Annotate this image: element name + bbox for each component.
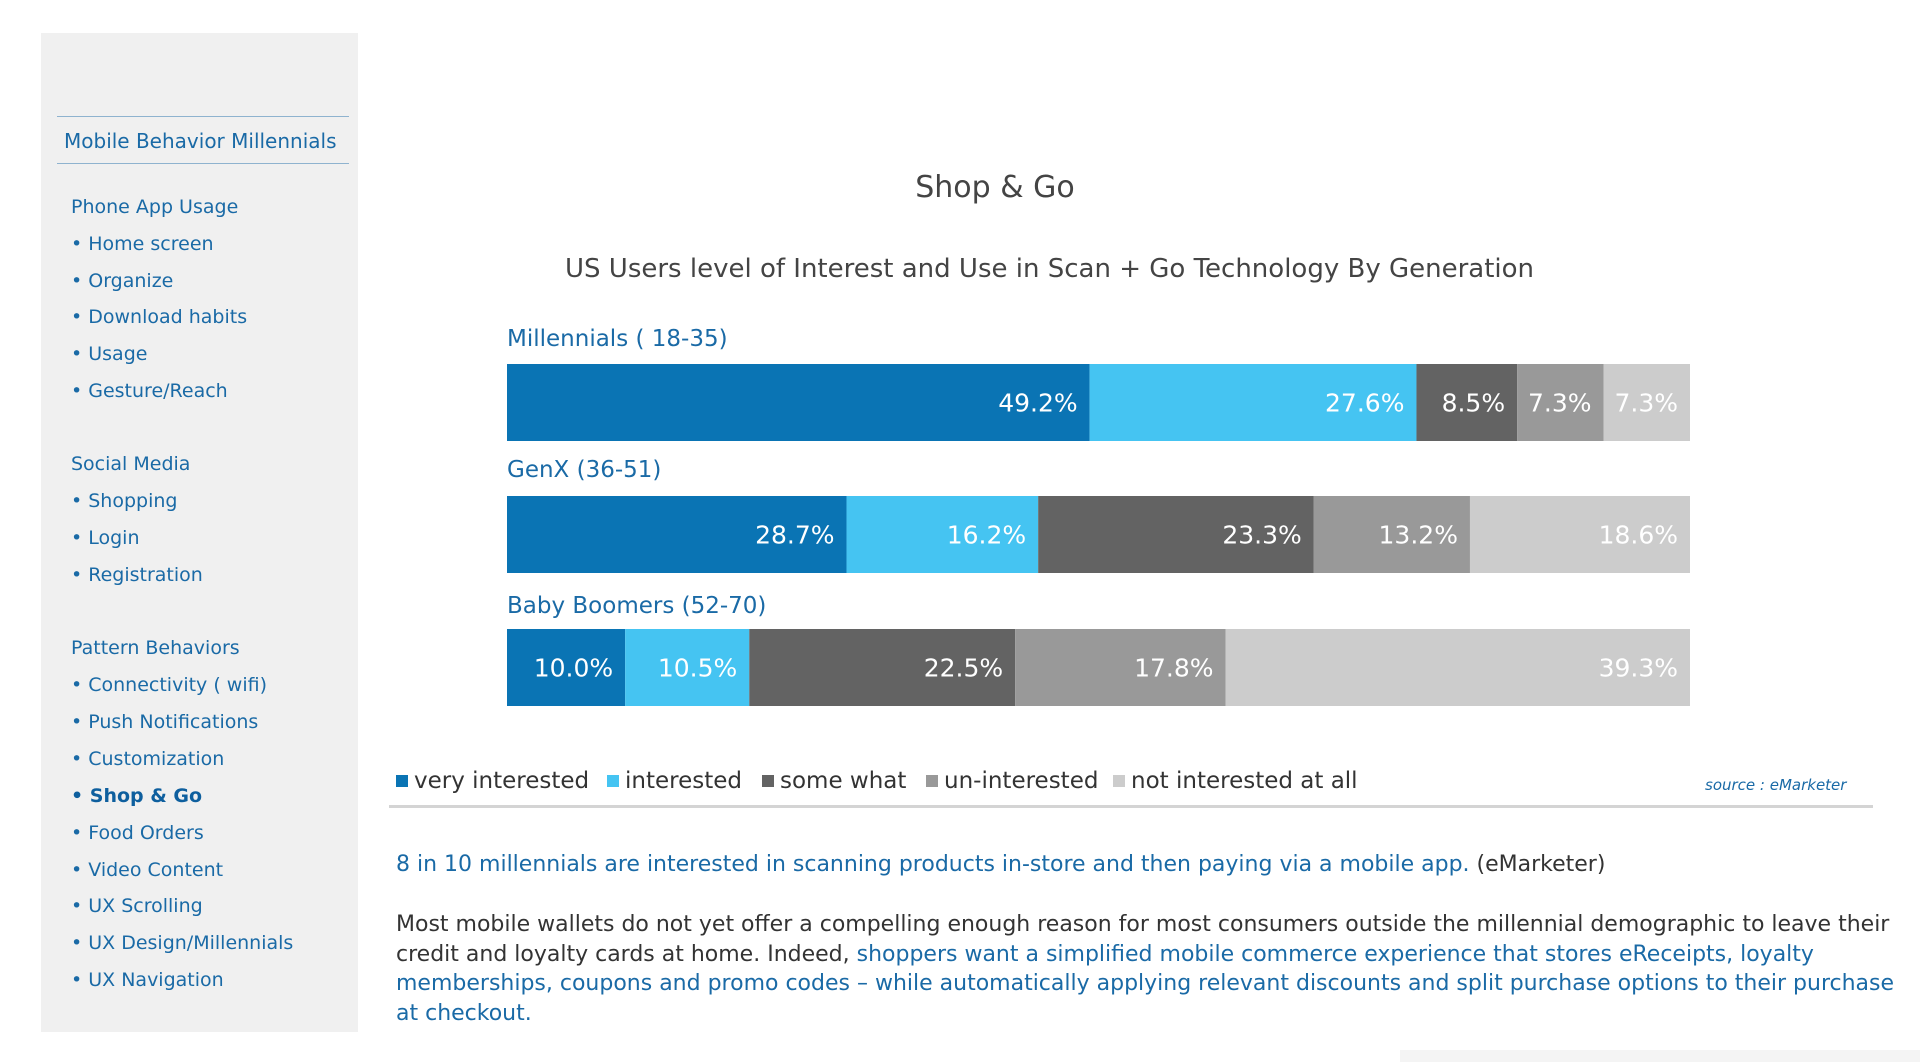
bar-segment-very-interested-2: [507, 629, 626, 706]
sidebar-title-box: Mobile Behavior Millennials: [57, 116, 349, 164]
legend-swatch: [396, 775, 408, 787]
sidebar: Mobile Behavior Millennials Phone App Us…: [41, 33, 358, 1032]
sidebar-item-customization[interactable]: • Customization: [71, 748, 225, 770]
bar-segment-not-interested-at-all-0: [1603, 364, 1690, 441]
legend-label: not interested at all: [1131, 768, 1358, 794]
sidebar-item-login[interactable]: • Login: [71, 527, 140, 549]
group-label-genx: GenX (36-51): [507, 457, 662, 483]
bottom-edge: [1400, 1050, 1920, 1062]
sidebar-item-food-orders[interactable]: • Food Orders: [71, 822, 204, 844]
bar-segment-interested-0: [1089, 364, 1417, 441]
data-label-very-interested-0: 49.2%: [998, 389, 1077, 418]
bar-segment-some-what-2: [749, 629, 1016, 706]
bar-segment-very-interested-0: [507, 364, 1090, 441]
legend-label: very interested: [414, 768, 590, 794]
data-label-interested-0: 27.6%: [1325, 389, 1404, 418]
sidebar-item-ux-design-millennials[interactable]: • UX Design/Millennials: [71, 932, 294, 954]
bar-segment-not-interested-at-all-2: [1225, 629, 1690, 706]
group-label-millennials: Millennials ( 18-35): [507, 326, 728, 352]
group-label-baby-boomers: Baby Boomers (52-70): [507, 593, 767, 619]
data-label-very-interested-2: 10.0%: [534, 654, 613, 683]
data-label-not-interested-at-all-1: 18.6%: [1599, 521, 1678, 550]
bar-segment-some-what-1: [1038, 496, 1314, 573]
legend-swatch: [762, 775, 774, 787]
data-label-some-what-2: 22.5%: [924, 654, 1003, 683]
detail-paragraph: Most mobile wallets do not yet offer a c…: [396, 910, 1916, 1028]
data-label-un-interested-2: 17.8%: [1134, 654, 1213, 683]
legend-label: interested: [625, 768, 742, 794]
data-label-interested-2: 10.5%: [658, 654, 737, 683]
data-label-some-what-1: 23.3%: [1222, 521, 1301, 550]
legend-item-some-what: some what: [762, 768, 906, 794]
legend-item-not-interested-at-all: not interested at all: [1113, 768, 1358, 794]
bar-segment-some-what-0: [1416, 364, 1518, 441]
legend-swatch: [926, 775, 938, 787]
sidebar-section-phone-app-usage[interactable]: Phone App Usage: [71, 196, 239, 218]
data-label-un-interested-1: 13.2%: [1379, 521, 1458, 550]
chart-source: source : eMarketer: [1705, 776, 1847, 794]
bar-segment-un-interested-0: [1517, 364, 1604, 441]
sidebar-item-download-habits[interactable]: • Download habits: [71, 306, 248, 328]
data-label-some-what-0: 8.5%: [1442, 389, 1506, 418]
data-label-very-interested-1: 28.7%: [755, 521, 834, 550]
chart-subtitle: US Users level of Interest and Use in Sc…: [565, 254, 1535, 284]
sidebar-item-shopping[interactable]: • Shopping: [71, 490, 178, 512]
bar-segment-interested-2: [625, 629, 750, 706]
sidebar-item-ux-navigation[interactable]: • UX Navigation: [71, 969, 224, 991]
data-label-interested-1: 16.2%: [947, 521, 1026, 550]
detail-highlight: shoppers want a simplified mobile commer…: [396, 941, 1895, 1026]
bar-segment-interested-1: [846, 496, 1039, 573]
sidebar-item-organize[interactable]: • Organize: [71, 270, 174, 292]
data-label-not-interested-at-all-0: 7.3%: [1614, 389, 1678, 418]
sidebar-item-push-notifications[interactable]: • Push Notifications: [71, 711, 259, 733]
summary-citation: (eMarketer): [1469, 852, 1606, 877]
legend-item-un-interested: un-interested: [926, 768, 1098, 794]
bar-segment-un-interested-1: [1313, 496, 1470, 573]
sidebar-item-registration[interactable]: • Registration: [71, 564, 203, 586]
chart-title: Shop & Go: [915, 170, 1075, 205]
legend-swatch: [607, 775, 619, 787]
sidebar-item-connectivity[interactable]: • Connectivity ( wifi): [71, 674, 267, 696]
legend-label: un-interested: [944, 768, 1099, 794]
data-label-un-interested-0: 7.3%: [1528, 389, 1592, 418]
sidebar-item-gesture-reach[interactable]: • Gesture/Reach: [71, 380, 228, 402]
data-label-not-interested-at-all-2: 39.3%: [1599, 654, 1678, 683]
summary-highlight: 8 in 10 millennials are interested in sc…: [396, 852, 1470, 877]
legend-item-very-interested: very interested: [396, 768, 589, 794]
sidebar-title[interactable]: Mobile Behavior Millennials: [64, 129, 337, 153]
sidebar-item-usage[interactable]: • Usage: [71, 343, 148, 365]
legend-item-interested: interested: [607, 768, 742, 794]
bar-segment-not-interested-at-all-1: [1469, 496, 1690, 573]
sidebar-section-pattern-behaviors[interactable]: Pattern Behaviors: [71, 637, 240, 659]
bar-segment-very-interested-1: [507, 496, 847, 573]
sidebar-item-home-screen[interactable]: • Home screen: [71, 233, 214, 255]
legend-label: some what: [780, 768, 907, 794]
bar-segment-un-interested-2: [1015, 629, 1226, 706]
sidebar-item-video-content[interactable]: • Video Content: [71, 859, 224, 881]
summary-paragraph: 8 in 10 millennials are interested in sc…: [396, 850, 1896, 880]
sidebar-item-ux-scrolling[interactable]: • UX Scrolling: [71, 895, 203, 917]
divider: [389, 805, 1873, 808]
legend-swatch: [1113, 775, 1125, 787]
detail-lead: Most mobile wallets do not yet offer a c…: [396, 912, 1890, 967]
sidebar-section-social-media[interactable]: Social Media: [71, 453, 191, 475]
sidebar-item-shop-and-go[interactable]: • Shop & Go: [71, 785, 203, 807]
